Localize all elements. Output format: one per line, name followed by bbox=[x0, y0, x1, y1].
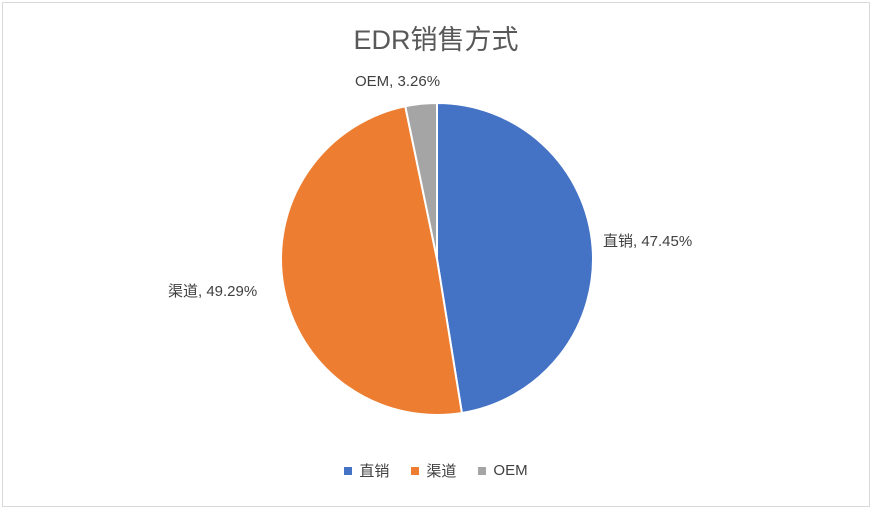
legend-item-channel[interactable]: 渠道 bbox=[411, 460, 456, 481]
legend-label-oem: OEM bbox=[493, 462, 528, 479]
legend-marker-direct-sales bbox=[344, 466, 353, 475]
chart-title: EDR销售方式 bbox=[353, 25, 519, 55]
legend-marker-channel bbox=[411, 466, 420, 475]
data-label-oem: OEM, 3.26% bbox=[355, 73, 441, 90]
legend-label-channel: 渠道 bbox=[426, 463, 457, 480]
legend-item-oem[interactable]: OEM bbox=[478, 462, 528, 479]
legend-marker-oem bbox=[478, 466, 487, 475]
pie-slice-direct-sales[interactable] bbox=[436, 102, 594, 414]
data-label-channel: 渠道, 49.29% bbox=[168, 283, 258, 300]
legend-label-direct-sales: 直销 bbox=[359, 463, 390, 480]
data-label-direct-sales: 直销, 47.45% bbox=[603, 233, 693, 250]
pie-slice-channel[interactable] bbox=[280, 105, 463, 416]
pie-slice-oem[interactable] bbox=[404, 102, 438, 260]
legend-item-direct-sales[interactable]: 直销 bbox=[344, 460, 389, 481]
chart-legend: 直销 渠道 OEM bbox=[0, 460, 872, 481]
